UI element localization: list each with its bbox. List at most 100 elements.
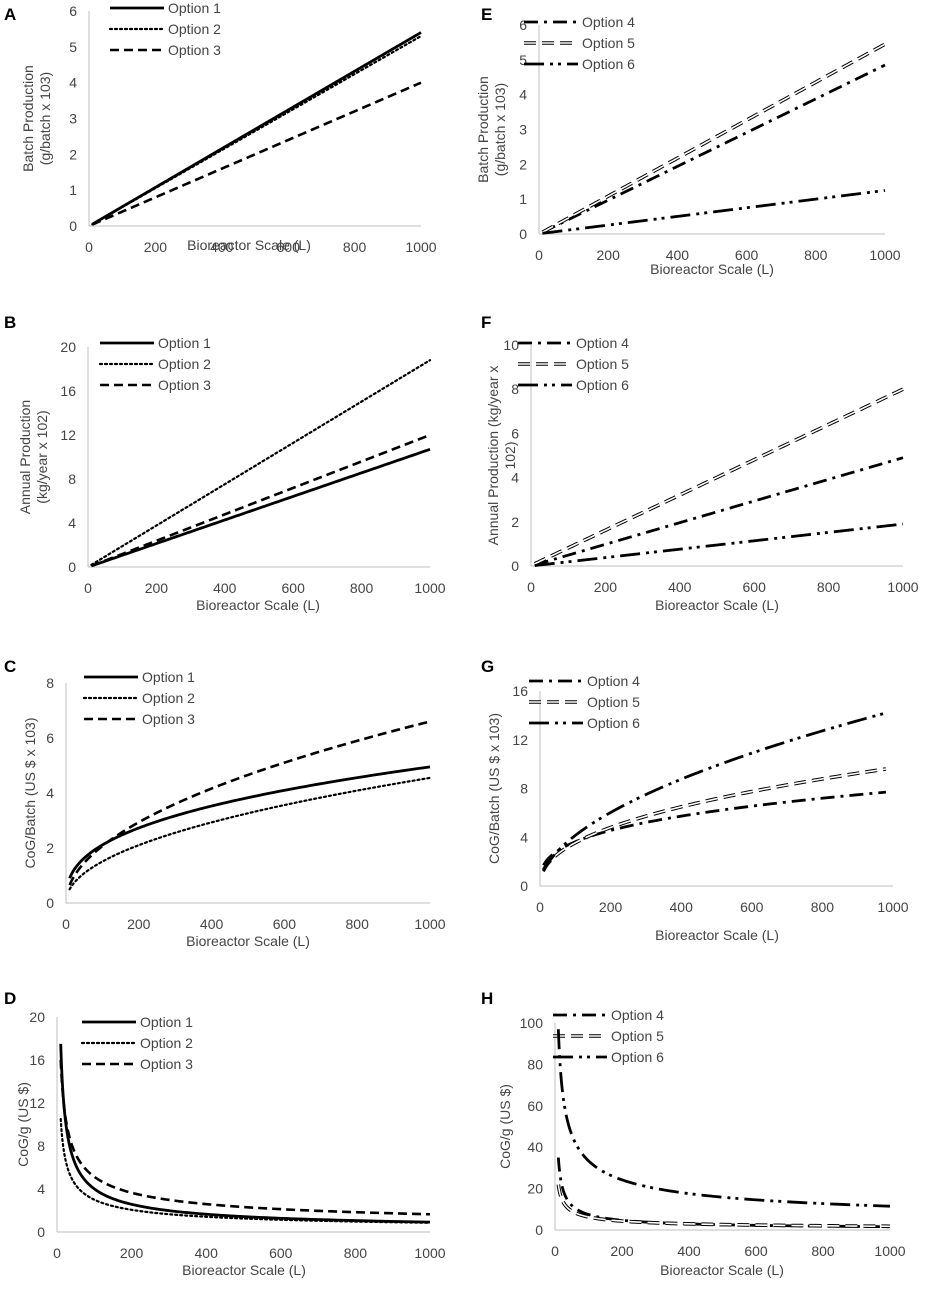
y-tick-label: 3 bbox=[69, 111, 77, 127]
x-tick-label: 400 bbox=[670, 899, 694, 915]
series-line-option-6 bbox=[542, 711, 887, 873]
y-tick-label: 2 bbox=[46, 840, 54, 856]
legend-item: Option 6 bbox=[576, 377, 629, 393]
x-tick-label: 600 bbox=[744, 1243, 768, 1259]
series-line-option-5-inner bbox=[542, 43, 886, 233]
y-axis-label-line: Annual Production (kg/year x bbox=[485, 366, 501, 546]
y-axis-label-line: (g/batch x 103) bbox=[492, 83, 508, 176]
y-tick-label: 6 bbox=[519, 17, 527, 33]
panel-label: C bbox=[4, 657, 16, 676]
legend-item: Option 6 bbox=[611, 1049, 664, 1065]
y-tick-label: 80 bbox=[527, 1056, 543, 1072]
panel-label: D bbox=[4, 989, 16, 1008]
y-tick-label: 4 bbox=[511, 470, 519, 486]
x-tick-label: 1000 bbox=[877, 899, 908, 915]
y-tick-label: 20 bbox=[29, 1009, 45, 1025]
y-axis-label-line: 102) bbox=[502, 441, 518, 469]
series-line-option-5-inner bbox=[557, 1184, 891, 1228]
legend-item: Option 1 bbox=[142, 669, 195, 685]
x-axis-label: Bioreactor Scale (L) bbox=[187, 237, 311, 253]
y-tick-label: 1 bbox=[69, 182, 77, 198]
x-tick-label: 200 bbox=[594, 579, 618, 595]
y-tick-label: 20 bbox=[60, 339, 76, 355]
legend-item: Option 3 bbox=[140, 1056, 193, 1072]
y-axis-label-line: (kg/year x 102) bbox=[34, 410, 50, 503]
y-tick-label: 3 bbox=[519, 122, 527, 138]
legend-item: Option 3 bbox=[158, 377, 211, 393]
y-axis-label: CoG/g (US $) bbox=[497, 1084, 513, 1169]
y-axis-label: Annual Production(kg/year x 102) bbox=[17, 400, 50, 514]
y-tick-label: 8 bbox=[68, 471, 76, 487]
x-tick-label: 200 bbox=[599, 899, 623, 915]
y-tick-label: 16 bbox=[60, 383, 76, 399]
y-tick-label: 5 bbox=[519, 52, 527, 68]
series-line-option-4 bbox=[534, 456, 904, 567]
y-tick-label: 100 bbox=[520, 1015, 544, 1031]
series-line-option-3 bbox=[90, 433, 431, 568]
y-tick-label: 0 bbox=[519, 226, 527, 242]
y-axis-label-line: Batch Production bbox=[20, 65, 36, 172]
x-tick-label: 200 bbox=[610, 1243, 634, 1259]
y-tick-label: 10 bbox=[503, 337, 519, 353]
panel-label: G bbox=[481, 657, 494, 676]
chart-panel-g: G 0 4 8 12 16 0 200 400 600 800 1000 Bioreactor Scal… bbox=[481, 657, 909, 943]
x-tick-label: 800 bbox=[804, 247, 828, 263]
chart-panel-e: E 0 1 2 3 4 5 6 0 200 400 600 800 1000 Bioreactor Scal… bbox=[475, 5, 901, 277]
legend-item: Option 6 bbox=[582, 56, 635, 72]
panel-label: E bbox=[481, 5, 492, 24]
x-tick-label: 400 bbox=[210, 239, 234, 255]
y-tick-label: 2 bbox=[519, 156, 527, 172]
x-tick-label: 0 bbox=[84, 580, 92, 596]
y-axis-label: CoG/g (US $) bbox=[15, 1082, 31, 1167]
x-tick-label: 400 bbox=[200, 916, 224, 932]
y-tick-label: 6 bbox=[511, 425, 519, 441]
y-tick-label: 6 bbox=[69, 3, 77, 19]
y-tick-label: 6 bbox=[46, 730, 54, 746]
y-tick-label: 4 bbox=[69, 75, 77, 91]
x-tick-label: 800 bbox=[343, 239, 367, 255]
legend-item: Option 4 bbox=[576, 335, 629, 351]
y-tick-label: 8 bbox=[46, 675, 54, 691]
x-tick-label: 0 bbox=[535, 247, 543, 263]
x-tick-label: 0 bbox=[53, 1245, 61, 1261]
y-tick-label: 20 bbox=[527, 1181, 543, 1197]
x-tick-label: 400 bbox=[668, 579, 692, 595]
panel-label: H bbox=[481, 989, 493, 1008]
x-tick-label: 600 bbox=[282, 580, 306, 596]
y-axis-label-line: Batch Production bbox=[475, 76, 491, 183]
y-axis-label: Batch Production(g/batch x 103) bbox=[20, 65, 53, 172]
x-axis-label: Bioreactor Scale (L) bbox=[660, 1262, 784, 1278]
panel-label: B bbox=[4, 313, 16, 332]
legend-item: Option 1 bbox=[168, 0, 221, 16]
y-tick-label: 5 bbox=[69, 39, 77, 55]
y-tick-label: 8 bbox=[37, 1138, 45, 1154]
y-axis-label-line: CoG/g (US $) bbox=[15, 1082, 31, 1167]
x-tick-label: 200 bbox=[127, 916, 151, 932]
y-axis-label-line: CoG/Batch (US $ x 103) bbox=[486, 713, 502, 864]
legend-item: Option 2 bbox=[142, 690, 195, 706]
series-line-option-2 bbox=[59, 1118, 432, 1224]
y-tick-label: 0 bbox=[69, 218, 77, 234]
x-axis-label: Bioreactor Scale (L) bbox=[650, 261, 774, 277]
series-line-option-4 bbox=[556, 1157, 891, 1229]
x-tick-label: 1000 bbox=[414, 1245, 445, 1261]
series-line-option-2 bbox=[90, 359, 432, 566]
y-tick-label: 40 bbox=[527, 1139, 543, 1155]
series-line-option-6 bbox=[542, 189, 886, 235]
x-tick-label: 800 bbox=[817, 579, 841, 595]
series-line-option-5-inner bbox=[534, 388, 904, 565]
legend-item: Option 4 bbox=[582, 14, 635, 30]
x-tick-label: 800 bbox=[811, 899, 835, 915]
x-tick-label: 400 bbox=[677, 1243, 701, 1259]
series-line-option-2 bbox=[91, 34, 423, 226]
legend-item: Option 3 bbox=[168, 42, 221, 58]
legend-item: Option 4 bbox=[611, 1007, 664, 1023]
series-line-option-5 bbox=[541, 767, 887, 872]
y-tick-label: 0 bbox=[511, 558, 519, 574]
legend-item: Option 2 bbox=[140, 1035, 193, 1051]
chart-panel-f: F 0 2 4 6 8 10 0 200 400 600 800 1000 Bioreactor Scal… bbox=[481, 313, 919, 613]
x-tick-label: 0 bbox=[551, 1243, 559, 1259]
series-line-option-3 bbox=[59, 1059, 431, 1216]
